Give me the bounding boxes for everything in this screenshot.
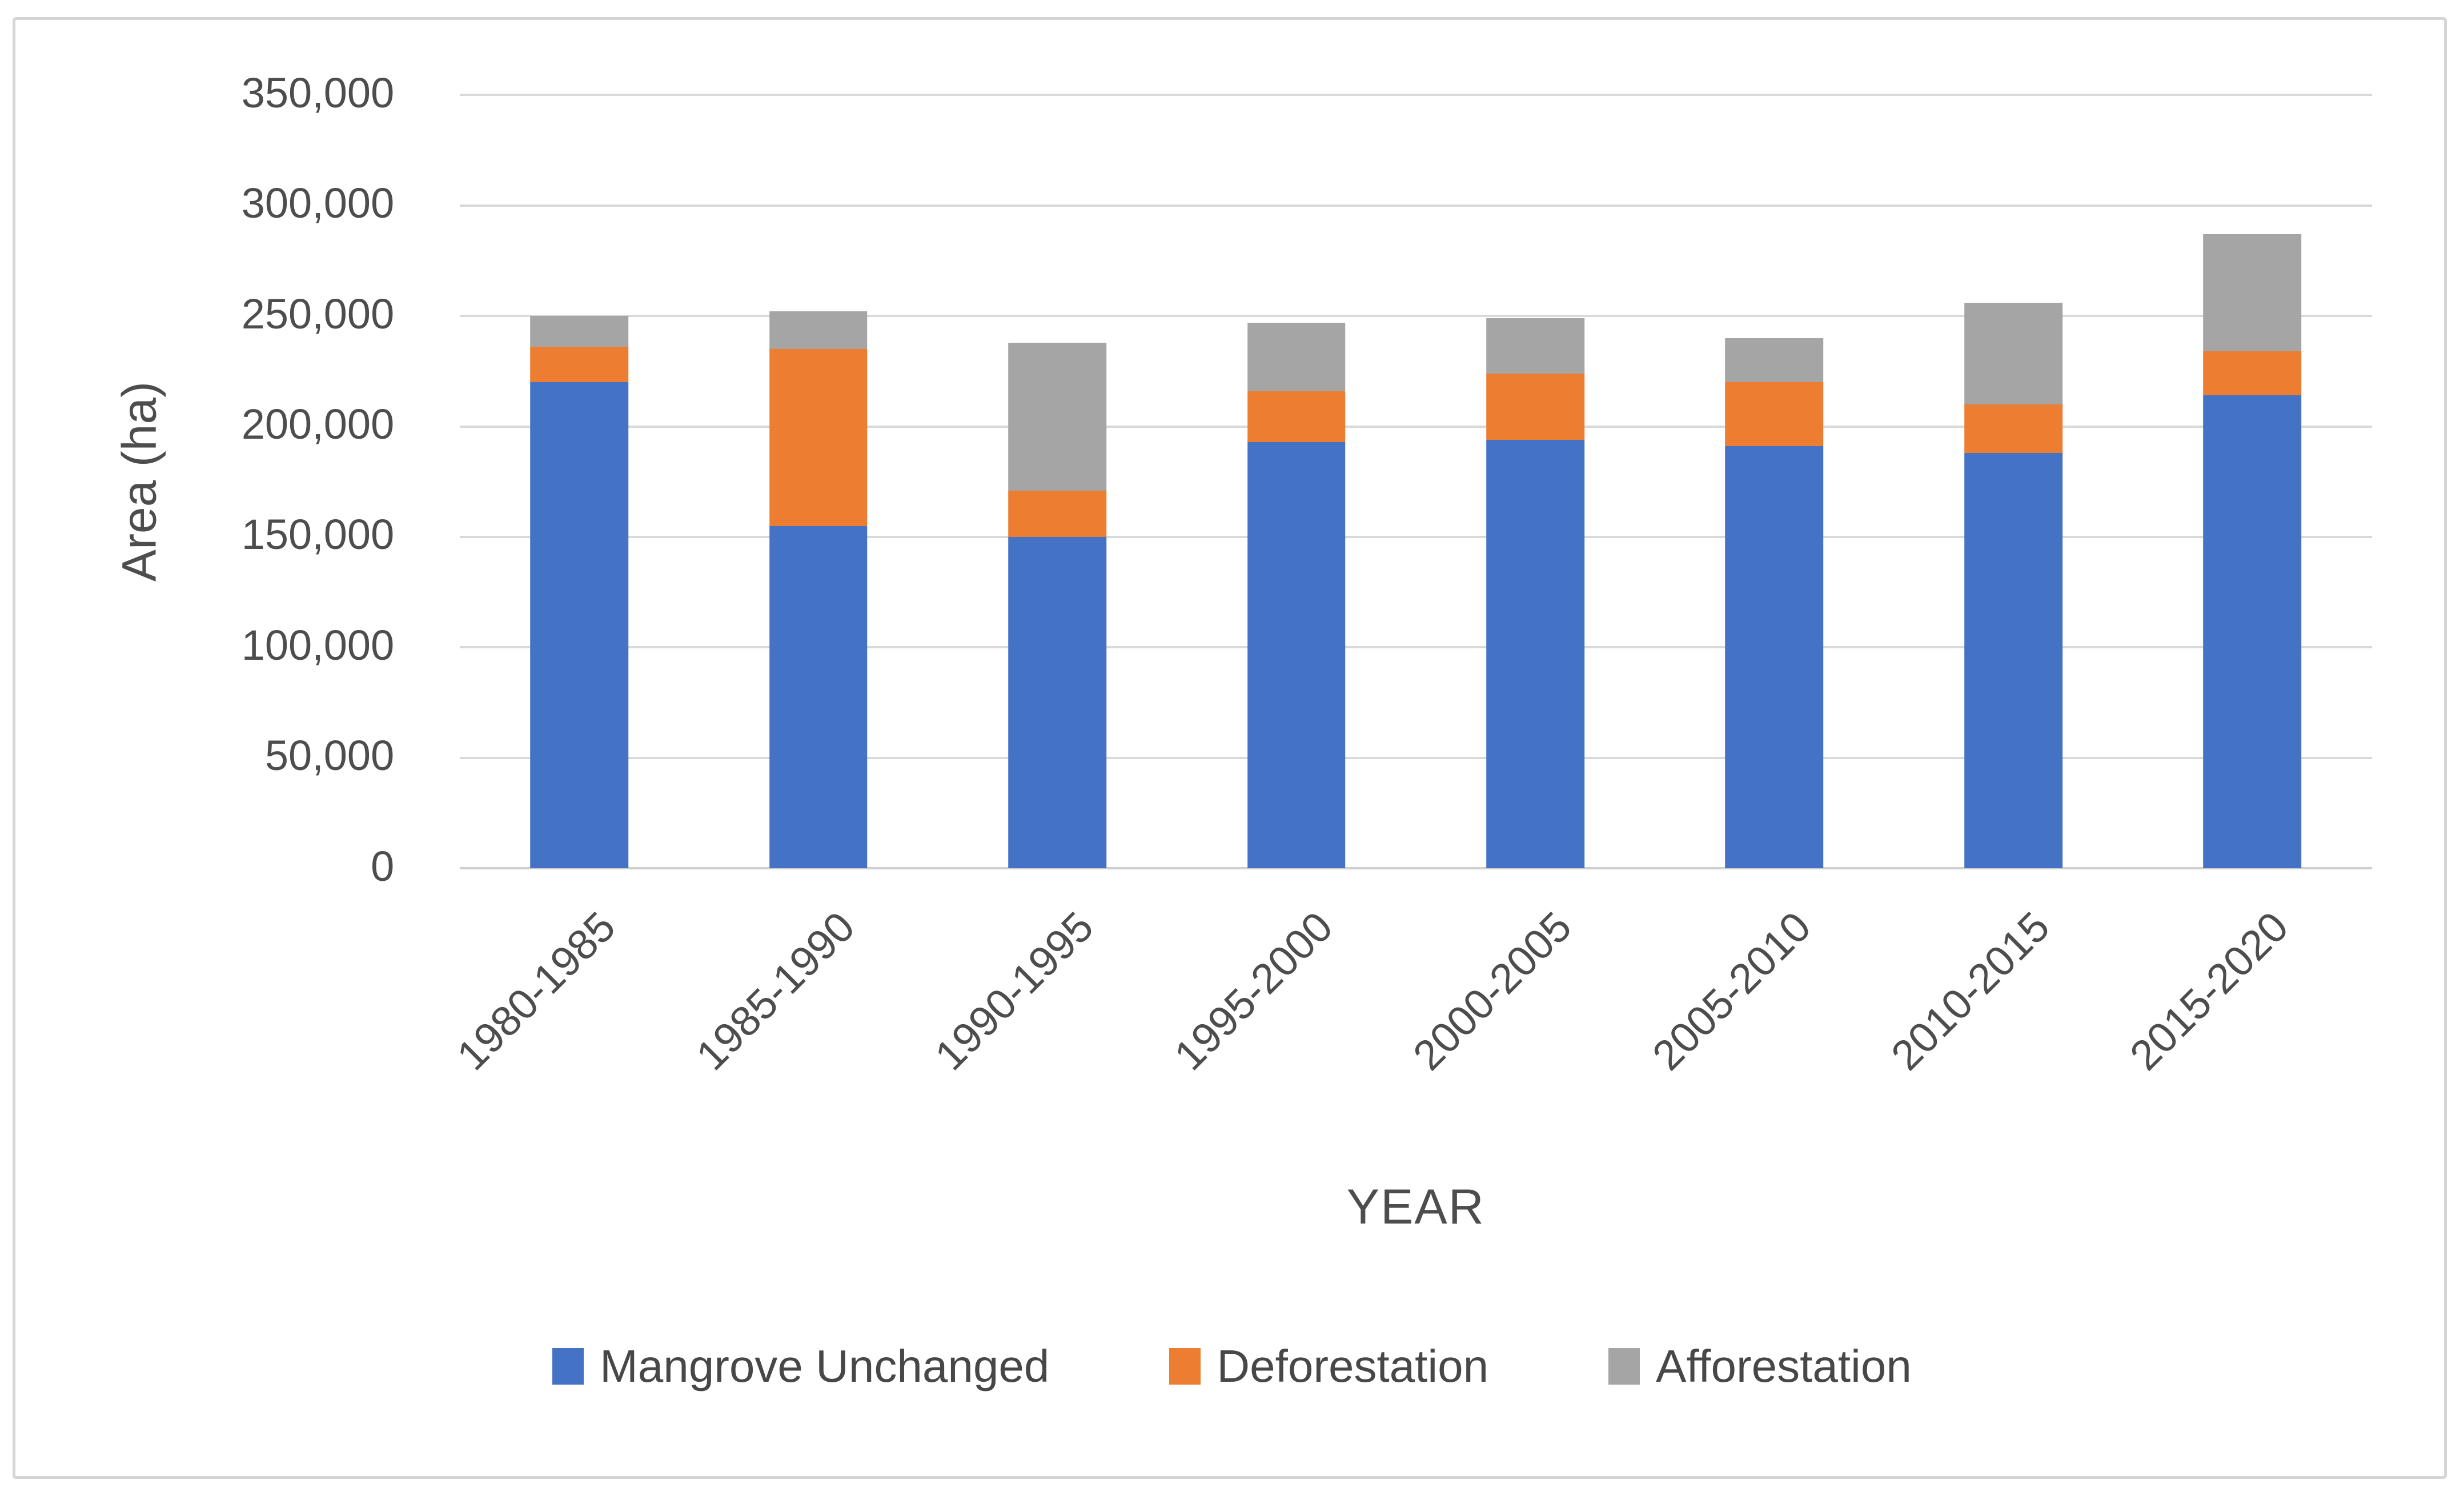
y-tick-label: 350,000 (241, 69, 395, 117)
y-tick-label: 150,000 (241, 511, 395, 559)
plot-area (459, 94, 2372, 870)
gridline (459, 204, 2372, 207)
x-tick-label: 2000-2005 (1404, 903, 1580, 1080)
legend-item-mangrove-unchanged: Mangrove Unchanged (552, 1343, 1049, 1389)
bar-segment-afforestation (2203, 234, 2302, 352)
bar-segment-afforestation (1247, 322, 1346, 391)
x-tick-label: 2005-2010 (1643, 903, 1820, 1080)
x-tick-label: 2015-2020 (2121, 903, 2298, 1080)
gridline (459, 756, 2372, 759)
gridline (459, 315, 2372, 318)
legend-swatch-deforestation (1169, 1347, 1201, 1385)
bar-segment-deforestation (2203, 351, 2302, 396)
bar-segment-mangrove-unchanged (2203, 395, 2302, 869)
y-axis-title: Area (ha) (112, 382, 166, 582)
bar-stack-1985-1990 (769, 95, 868, 869)
gridline (459, 867, 2372, 870)
x-axis-title: YEAR (1346, 1179, 1485, 1234)
bar-segment-afforestation (1008, 342, 1106, 491)
bar-segment-mangrove-unchanged (1008, 537, 1106, 869)
bar-segment-deforestation (1247, 391, 1346, 442)
x-tick-label: 2010-2015 (1881, 903, 2058, 1080)
bar-segment-deforestation (1725, 382, 1824, 447)
bar-segment-afforestation (1486, 318, 1584, 374)
bar-segment-afforestation (530, 316, 628, 347)
bar-stack-2005-2010 (1725, 95, 1824, 869)
y-tick-label: 250,000 (241, 290, 395, 338)
y-tick-label: 100,000 (241, 621, 395, 669)
legend-label: Deforestation (1217, 1340, 1489, 1391)
gridline (459, 94, 2372, 97)
legend-item-deforestation: Deforestation (1169, 1343, 1488, 1389)
legend-label: Afforestation (1656, 1340, 1912, 1391)
bar-segment-afforestation (769, 311, 868, 350)
y-tick-label: 300,000 (241, 179, 395, 227)
bar-segment-mangrove-unchanged (1725, 446, 1824, 869)
bar-stack-1995-2000 (1247, 95, 1346, 869)
x-axis-tick-labels: 1980-1985 1985-1990 1990-1995 1995-2000 2000… (448, 883, 2372, 1092)
bar-stack-2000-2005 (1486, 95, 1584, 869)
legend-swatch-mangrove-unchanged (552, 1347, 584, 1385)
legend-label: Mangrove Unchanged (600, 1340, 1050, 1391)
bar-stack-2015-2020 (2203, 95, 2302, 869)
bar-segment-deforestation (1964, 404, 2062, 454)
x-tick-label: 1985-1990 (687, 903, 864, 1080)
y-tick-label: 200,000 (241, 400, 395, 448)
bar-segment-deforestation (530, 347, 628, 383)
bar-segment-deforestation (769, 349, 868, 526)
bar-segment-afforestation (1725, 338, 1824, 383)
x-tick-label: 1990-1995 (926, 903, 1103, 1080)
bar-segment-mangrove-unchanged (530, 382, 628, 869)
bar-segment-mangrove-unchanged (1247, 442, 1346, 869)
gridline (459, 646, 2372, 649)
legend-item-afforestation: Afforestation (1608, 1343, 1912, 1389)
gridline (459, 536, 2372, 539)
bar-stack-2010-2015 (1964, 95, 2062, 869)
bar-segment-mangrove-unchanged (1486, 439, 1584, 869)
x-tick-label: 1995-2000 (1165, 903, 1342, 1080)
bar-segment-afforestation (1964, 302, 2062, 404)
legend: Mangrove Unchanged Deforestation Afforesta… (0, 1343, 2464, 1389)
bar-segment-deforestation (1008, 490, 1106, 538)
bar-stack-1980-1985 (530, 95, 628, 869)
bar-segment-deforestation (1486, 373, 1584, 440)
gridline (459, 425, 2372, 428)
y-tick-label: 0 (371, 842, 395, 890)
bar-segment-mangrove-unchanged (1964, 453, 2062, 869)
legend-swatch-afforestation (1608, 1347, 1640, 1385)
y-tick-label: 50,000 (264, 732, 395, 780)
bar-stack-1990-1995 (1008, 95, 1106, 869)
bar-segment-mangrove-unchanged (769, 526, 868, 869)
x-tick-label: 1980-1985 (448, 903, 625, 1080)
